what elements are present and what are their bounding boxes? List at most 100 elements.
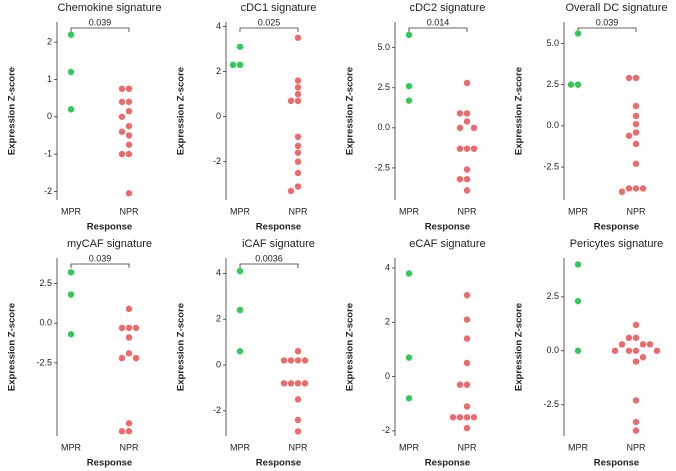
- data-point: [405, 97, 413, 104]
- data-point: [118, 150, 126, 158]
- y-tick-label: 0.0: [39, 318, 52, 328]
- y-tick-label: 1: [47, 74, 52, 84]
- y-tick-label: -1: [44, 148, 52, 158]
- data-point: [67, 31, 75, 38]
- p-value: 0.0036: [255, 253, 283, 263]
- data-point: [287, 380, 295, 387]
- data-point: [463, 79, 471, 87]
- data-point: [456, 124, 464, 132]
- data-point: [463, 110, 471, 117]
- data-point: [463, 359, 471, 367]
- data-point: [456, 145, 464, 152]
- data-point: [463, 118, 471, 125]
- y-axis-label: Expression Z-score: [514, 303, 525, 391]
- data-point: [618, 341, 626, 348]
- significance-bracket: [408, 27, 468, 32]
- p-value: 0.039: [89, 253, 112, 263]
- data-point: [632, 185, 640, 192]
- data-point: [618, 188, 626, 195]
- data-point: [625, 74, 633, 82]
- y-tick-label: 0.0: [546, 120, 559, 130]
- y-tick-label: 0: [385, 371, 390, 381]
- data-point: [67, 269, 75, 276]
- data-point: [470, 145, 478, 152]
- data-point: [125, 98, 133, 106]
- data-point: [632, 129, 640, 136]
- y-tick-label: 0.0: [546, 345, 559, 355]
- data-point: [236, 61, 244, 69]
- data-point: [294, 97, 302, 105]
- y-axis-label: Expression Z-score: [345, 67, 356, 155]
- y-axis-label: Expression Z-score: [7, 67, 18, 155]
- x-axis-label: Response: [594, 458, 639, 469]
- x-tick-label: MPR: [568, 206, 589, 216]
- x-tick-label: MPR: [230, 442, 251, 452]
- data-point: [132, 324, 140, 332]
- panel-title: eCAF signature: [409, 238, 485, 250]
- data-point: [294, 133, 302, 141]
- panel-title: cDC2 signature: [410, 2, 486, 14]
- data-point: [463, 403, 471, 410]
- data-point: [294, 348, 302, 355]
- data-point: [67, 331, 75, 338]
- data-point: [294, 396, 302, 403]
- data-point: [125, 350, 133, 357]
- x-axis-label: Response: [87, 222, 132, 233]
- data-point: [405, 270, 413, 277]
- data-point: [463, 414, 471, 421]
- y-tick-label: 2.5: [546, 291, 559, 301]
- data-point: [574, 297, 582, 305]
- data-point: [125, 420, 133, 427]
- data-point: [463, 187, 471, 194]
- data-point: [67, 291, 75, 298]
- data-point: [125, 107, 133, 115]
- x-axis-label: Response: [594, 222, 639, 233]
- data-point: [125, 150, 133, 158]
- data-point: [463, 381, 471, 388]
- x-tick-label: NPR: [119, 442, 139, 452]
- data-point: [611, 347, 619, 354]
- x-tick-label: NPR: [457, 206, 477, 216]
- y-tick-label: 4: [216, 21, 221, 31]
- data-point: [125, 190, 133, 197]
- panel-title: Overall DC signature: [565, 2, 667, 14]
- data-point: [67, 106, 75, 113]
- data-point: [632, 160, 640, 167]
- data-point: [625, 347, 633, 354]
- data-point: [632, 74, 640, 82]
- x-axis-label: Response: [256, 222, 301, 233]
- data-point: [125, 334, 133, 341]
- data-point: [294, 183, 302, 190]
- y-tick-label: 5.0: [546, 38, 559, 48]
- significance-bracket: [239, 27, 299, 32]
- x-axis-label: Response: [425, 222, 470, 233]
- y-tick-label: 2.5: [39, 278, 52, 288]
- data-point: [653, 347, 661, 354]
- data-point: [632, 120, 640, 128]
- p-value: 0.025: [258, 17, 281, 27]
- data-point: [574, 347, 582, 354]
- panel-title: iCAF signature: [242, 238, 315, 250]
- data-point: [456, 110, 464, 117]
- panel-title: Chemokine signature: [58, 2, 162, 14]
- x-tick-label: NPR: [457, 442, 477, 452]
- x-tick-label: MPR: [230, 206, 251, 216]
- data-point: [229, 61, 237, 69]
- data-point: [405, 82, 413, 90]
- panel-title: Pericytes signature: [570, 238, 664, 250]
- data-point: [294, 34, 302, 41]
- p-value: 0.039: [596, 17, 619, 27]
- data-point: [294, 169, 302, 177]
- x-tick-label: NPR: [626, 442, 646, 452]
- x-tick-label: MPR: [399, 206, 420, 216]
- data-point: [236, 348, 244, 355]
- data-point: [132, 354, 140, 362]
- data-point: [470, 124, 478, 132]
- x-tick-label: MPR: [61, 442, 82, 452]
- y-tick-label: 4: [216, 268, 221, 278]
- data-point: [294, 84, 302, 91]
- data-point: [463, 424, 471, 432]
- x-axis-label: Response: [87, 458, 132, 469]
- data-point: [118, 354, 126, 362]
- y-axis-label: Expression Z-score: [514, 67, 525, 155]
